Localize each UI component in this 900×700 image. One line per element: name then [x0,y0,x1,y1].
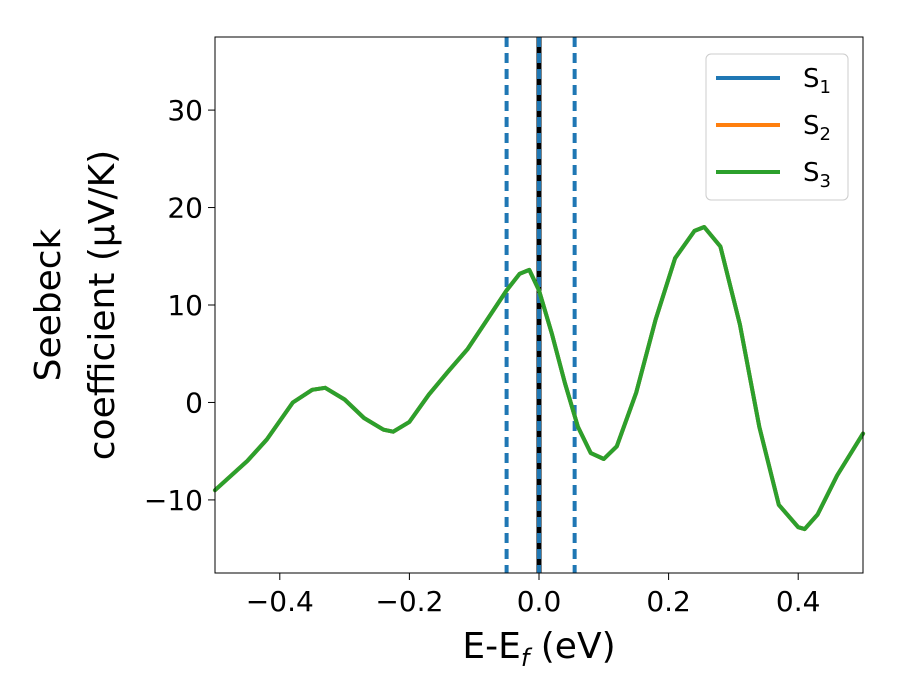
y-tick-label: 10 [167,289,203,322]
x-tick-label: 0.4 [776,585,821,618]
legend-label-S2: S2 [803,111,831,145]
x-axis-title-main: E-E [462,626,520,667]
y-axis-title-line-1: Seebeck [28,228,69,381]
legend-label-S1: S1 [803,64,831,98]
x-tick-label: 0.0 [517,585,562,618]
legend-items: S1 S2 S3 [716,64,831,192]
x-tick-label: 0.2 [646,585,691,618]
y-axis: −10 0 10 20 30 [144,94,215,517]
x-axis-title: E-Ef (eV) [462,626,615,672]
x-axis-title-unit: (eV) [529,626,615,667]
y-tick-label: −10 [144,484,203,517]
legend-label-S3: S3 [803,158,831,192]
y-axis-title: Seebeck coefficient (μV/K) [28,150,123,460]
y-tick-label: 0 [185,386,203,419]
x-tick-label: −0.2 [375,585,443,618]
series-line-S3 [213,225,865,532]
y-axis-title-line-2: coefficient (μV/K) [82,150,123,460]
plot-lines [213,225,865,532]
legend: S1 S2 S3 [705,53,849,201]
reference-lines [504,37,577,573]
x-tick-label: −0.4 [246,585,314,618]
y-tick-label: 20 [167,192,203,225]
y-tick-label: 30 [167,94,203,127]
x-axis: −0.4 −0.2 0.0 0.2 0.4 [246,573,821,618]
